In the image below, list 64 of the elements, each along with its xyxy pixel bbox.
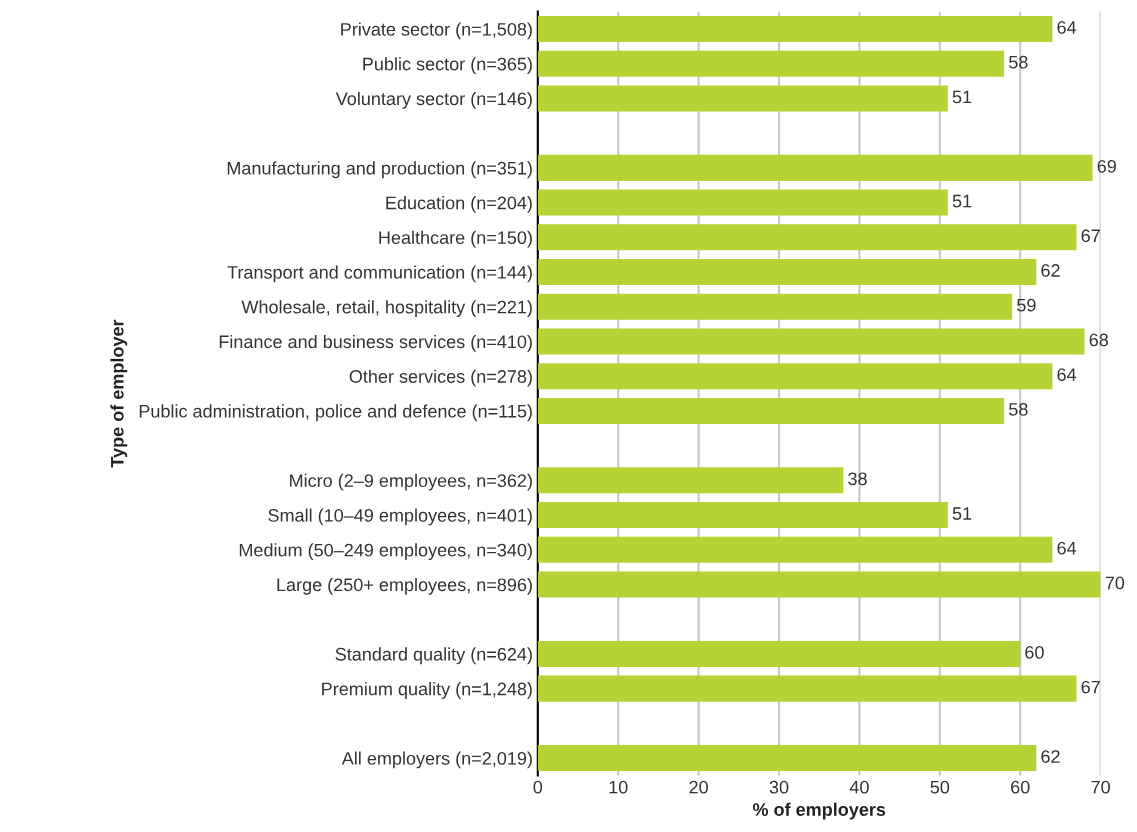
data-label: 67: [1081, 680, 1100, 694]
y-tick-label: All employers (n=2,019): [341, 751, 532, 769]
y-tick-label: Standard quality (n=624): [335, 647, 532, 665]
x-axis-title: % of employers: [752, 802, 886, 820]
data-label: 62: [1041, 264, 1060, 277]
bar: [537, 189, 948, 216]
data-label: 64: [1057, 21, 1077, 34]
y-tick-label: Premium quality (n=1,248): [322, 682, 532, 699]
x-tick-label: 20: [689, 780, 708, 794]
x-tick-label: 60: [1011, 780, 1030, 794]
bar: [537, 259, 1037, 286]
x-tick-label: 10: [609, 780, 628, 794]
y-tick-label: Other services (n=278): [349, 369, 532, 387]
data-label: 68: [1089, 333, 1108, 347]
bar: [537, 328, 1085, 355]
bar: [537, 50, 1005, 77]
bar: [537, 571, 1101, 598]
x-tick-label: 0: [533, 780, 543, 794]
data-label: 62: [1041, 750, 1060, 763]
data-label: 70: [1105, 576, 1125, 590]
y-tick-label: Public sector (n=365): [363, 57, 532, 74]
x-tick-label: 50: [930, 780, 950, 794]
bar: [537, 397, 1005, 424]
bar: [537, 640, 1021, 667]
data-label: 60: [1025, 645, 1044, 659]
y-tick-label: Voluntary sector (n=146): [335, 91, 532, 109]
y-tick-label: Healthcare (n=150): [379, 230, 532, 248]
bar: [537, 675, 1077, 702]
data-label: 64: [1057, 368, 1077, 382]
bar: [537, 363, 1053, 390]
y-tick-label: Transport and communication (n=144): [227, 265, 532, 283]
bar: [537, 85, 948, 112]
data-label: 59: [1017, 298, 1036, 312]
data-label: 58: [1009, 55, 1028, 69]
bar: [537, 154, 1093, 181]
bar: [537, 536, 1053, 563]
data-label: 51: [952, 507, 972, 520]
y-tick-label: Medium (50–249 employees, n=340): [239, 543, 532, 561]
data-label: 38: [848, 472, 867, 486]
y-tick-label: Public administration, police and defence (n=115): [139, 404, 532, 422]
y-tick-label: Education (n=204): [386, 196, 532, 213]
y-tick-label: Small (10–49 employees, n=401): [268, 508, 532, 526]
y-tick-label: Micro (2–9 employees, n=362): [290, 473, 532, 491]
y-tick-label: Finance and business services (n=410): [219, 334, 532, 352]
bar: [537, 502, 948, 529]
x-tick-label: 70: [1091, 780, 1110, 794]
x-tick-label: 30: [769, 780, 789, 794]
data-label: 69: [1097, 159, 1116, 173]
y-tick-label: Private sector (n=1,508): [341, 22, 532, 40]
bar: [537, 15, 1053, 43]
data-label: 64: [1057, 541, 1077, 555]
bar: [537, 745, 1037, 772]
data-label: 51: [952, 194, 972, 208]
y-axis-title: Type of employer: [110, 319, 128, 468]
data-label: 58: [1009, 402, 1028, 416]
x-tick-label: 40: [849, 780, 869, 794]
y-tick-label: Wholesale, retail, hospitality (n=221): [241, 300, 532, 318]
data-label: 67: [1081, 229, 1100, 243]
bar: [537, 293, 1013, 320]
bar: [537, 467, 844, 494]
bar: [537, 224, 1077, 251]
data-label: 51: [952, 90, 972, 104]
y-tick-label: Manufacturing and production (n=351): [227, 161, 532, 179]
y-tick-label: Large (250+ employees, n=896): [277, 577, 532, 595]
